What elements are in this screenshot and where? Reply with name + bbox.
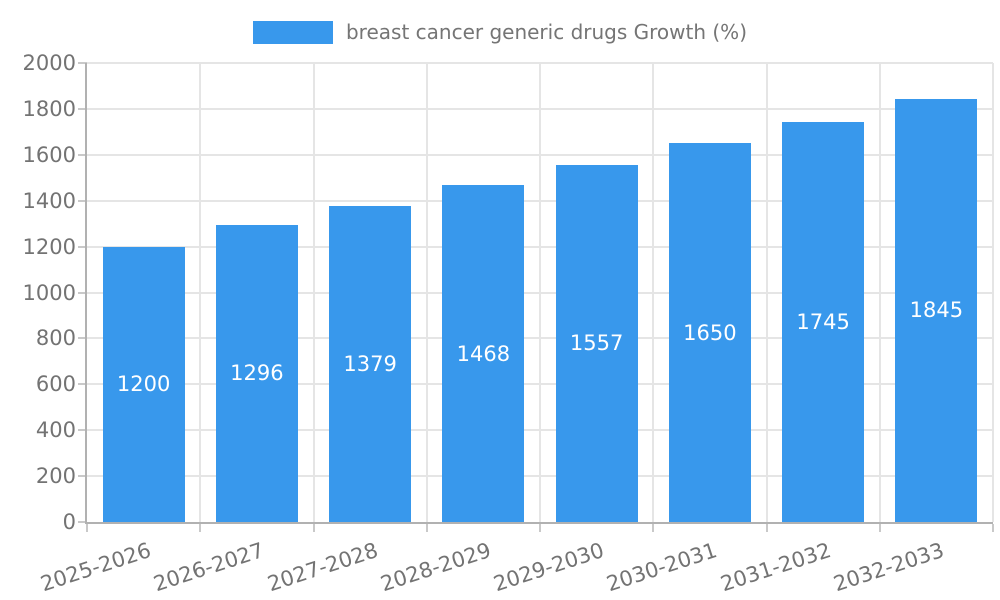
bar-value-label: 1296 [230,361,284,386]
v-gridline [652,63,655,522]
bar-value-label: 1845 [909,298,964,323]
y-tick [78,153,87,156]
x-tick-label: 2026-2027 [151,538,268,597]
y-tick-label: 1400 [22,188,76,213]
bar-value-label: 1557 [569,331,624,356]
x-tick [878,524,881,532]
v-gridline [539,63,541,522]
y-tick-label: 400 [35,418,76,443]
v-gridline [312,63,315,522]
x-tick-label: 2031-2032 [717,538,834,597]
x-tick [312,524,315,532]
y-tick-label: 200 [35,464,76,489]
y-tick-label: 1000 [22,280,76,305]
x-tick-label: 2030-2031 [604,538,721,597]
x-tick-label: 2025-2026 [37,538,155,597]
bar: 1379 [329,205,412,522]
bar-value-label: 1200 [116,372,171,397]
legend-swatch-icon [252,20,333,44]
bar-value-label: 1650 [683,320,737,345]
x-tick [199,524,202,532]
x-tick-label: 2028-2029 [377,538,494,597]
y-tick [78,199,87,202]
bar-value-label: 1745 [796,309,850,334]
bar: 1745 [782,121,865,522]
y-tick [78,62,87,64]
v-gridline [199,63,202,522]
legend: breast cancer generic drugs Growth (%) [0,20,1000,44]
y-tick [78,291,87,294]
y-tick-label: 1800 [22,96,76,121]
bar: 1468 [442,185,525,522]
y-tick-label: 1200 [22,234,76,259]
x-tick [652,524,655,532]
y-tick-label: 1600 [22,142,76,167]
x-tick [992,524,994,532]
plot-area: 1200 1296 1379 1468 1557 1650 1745 1845 [87,62,994,522]
y-tick-label: 800 [35,326,76,351]
y-axis-line [85,63,87,524]
y-tick [78,383,87,386]
x-tick-label: 2032-2033 [830,538,947,597]
v-gridline [765,63,768,522]
y-tick [78,521,87,523]
x-tick [539,524,541,532]
v-gridline [878,63,881,522]
bar: 1557 [555,164,638,522]
y-tick [78,475,87,478]
bar: 1650 [668,143,751,522]
y-tick [78,245,87,248]
x-tick-label: 2027-2028 [264,538,381,597]
x-tick [765,524,768,532]
y-tick-label: 2000 [22,51,76,75]
x-tick-label: 2029-2030 [490,538,608,597]
v-gridline [425,63,428,522]
x-axis-line [85,522,993,524]
legend-label: breast cancer generic drugs Growth (%) [345,20,747,44]
y-tick [78,337,87,340]
bar: 1296 [215,224,298,522]
bar-value-label: 1468 [456,341,511,366]
bar-value-label: 1379 [343,351,397,376]
x-tick [425,524,428,532]
bar: 1845 [895,98,978,522]
v-gridline [992,63,994,522]
y-tick [78,107,87,110]
y-tick-label: 0 [62,510,76,534]
y-tick [78,429,87,432]
x-tick [86,524,88,532]
y-tick-label: 600 [35,372,76,397]
bar: 1200 [102,246,185,522]
